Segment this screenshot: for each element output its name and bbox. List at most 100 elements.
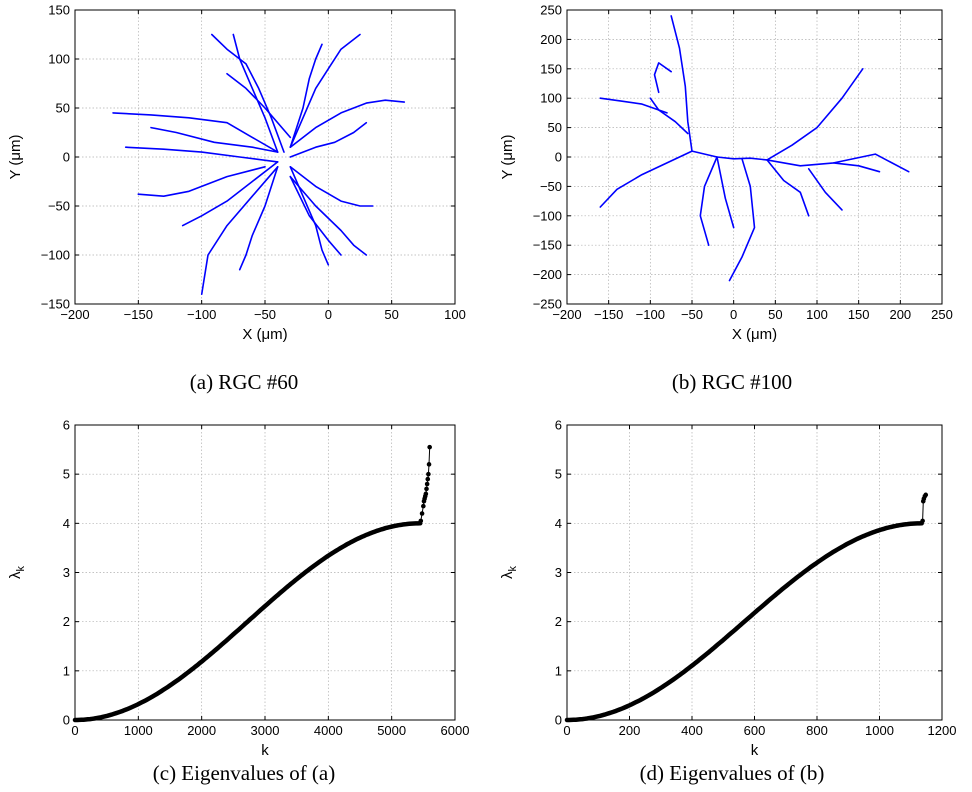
x-tick-label: −150 [124,307,153,322]
y-tick-label: 250 [540,3,562,18]
dendrite-branch [728,158,756,282]
y-tick-label: 50 [56,101,70,116]
eigenvalue-point [920,518,925,524]
dendrite-branch [649,97,689,135]
y-tick-label: 0 [555,150,562,165]
caption-b: (b) RGC #100 [672,370,792,394]
dendrite-branch [112,112,279,153]
dendrite-branch [232,33,279,153]
dendrite-branch [137,166,266,197]
x-tick-label: −150 [594,307,623,322]
dendrite-branch [599,150,693,208]
caption-c: (c) Eigenvalues of (a) [153,761,336,785]
panel-rgc60: −200 −150 −100 −50 0 50 100−150−100−5005010015… [7,3,466,344]
y-axis-label: λk [7,566,27,580]
y-tick-label: 150 [540,61,562,76]
x-tick-label: 800 [806,723,828,738]
dendrite-branch [807,168,843,211]
x-tick-label: 6000 [441,723,470,738]
eigenvalue-point [426,462,432,467]
dendrite-branch [691,150,768,161]
y-tick-label: 4 [555,516,562,531]
dendrite-branch [238,166,279,271]
x-tick-label: 200 [889,307,911,322]
dendrite-branch [150,126,279,153]
x-tick-label: 3000 [251,723,280,738]
y-tick-label: 2 [63,614,70,629]
dendrite-branch [653,62,672,94]
eigenvalue-point [418,518,424,524]
y-axis-label: λk [499,566,519,580]
y-tick-label: 0 [555,713,562,728]
x-tick-label: −200 [60,307,89,322]
eigenvalue-point [426,471,431,477]
y-tick-label: −50 [540,179,562,194]
x-tick-label: 400 [681,723,703,738]
eigenvalue-point [424,486,429,492]
eigenvalue-point [424,481,430,487]
eigenvalue-point [923,492,929,498]
y-tick-label: 100 [48,52,70,67]
y-tick-label: 100 [540,91,562,106]
y-tick-label: 4 [63,516,70,531]
y-tick-label: 200 [540,32,562,47]
x-tick-label: 150 [848,307,870,322]
dendrite-branch [289,43,323,148]
x-tick-label: 2000 [187,723,216,738]
y-tick-label: −100 [41,248,70,263]
x-tick-label: −200 [552,307,581,322]
y-tick-label: 1 [63,663,70,678]
x-axis-label: k [751,742,759,759]
dendrite-branch [200,166,279,295]
dendrite-branch [211,33,285,153]
eigenvalue-point [425,476,431,482]
eigenvalue-point [421,503,426,509]
y-tick-label: 1 [555,663,562,678]
eigenvalue-curve [72,521,423,723]
y-tick-label: −50 [48,199,70,214]
x-tick-label: −100 [187,307,216,322]
eigenvalue-point [423,491,429,497]
x-axis-label: X (μm) [732,326,777,343]
dendrite-branch [699,156,718,246]
dendrite-branch [181,161,279,227]
dendrite-branch [716,156,735,229]
dendrite-branch [289,121,368,158]
x-tick-label: 0 [325,307,332,322]
dendrite-branch [289,175,368,256]
x-tick-label: −50 [681,307,703,322]
x-tick-label: 250 [931,307,953,322]
eigenvalue-curve [564,521,924,723]
y-tick-label: 0 [63,713,70,728]
dendrite-branch [670,15,693,152]
x-tick-label: 600 [744,723,766,738]
panel-rgc100: −200 −150 −100 −50 0 50 100 150 200 250−250−200−1… [499,3,953,344]
x-tick-label: −100 [636,307,665,322]
x-tick-label: 50 [384,307,398,322]
y-axis-label: Y (μm) [499,134,516,179]
dendrite-branch [124,146,279,163]
y-tick-label: −150 [41,297,70,312]
y-tick-label: −150 [533,238,562,253]
panel-eigenvalues-a: 0 1000 2000 3000 4000 5000 6000 0 1 2 3 4 5 6 k λk [7,418,469,760]
dendrite-branch [289,33,361,148]
dendrite-branch [289,99,406,148]
panel-eigenvalues-b: 0 200 400 600 800 1000 1200 0 1 2 3 4 5 6 k λk [499,418,956,760]
x-tick-label: 0 [71,723,78,738]
x-tick-label: 100 [806,307,828,322]
y-axis-label: Y (μm) [7,134,24,179]
y-tick-label: 5 [63,467,70,482]
y-tick-label: 5 [555,467,562,482]
x-tick-label: 200 [619,723,641,738]
y-tick-label: −100 [533,208,562,223]
caption-a: (a) RGC #60 [190,370,299,394]
eigenvalue-point [419,511,425,516]
dendrite-branch [289,175,342,256]
dendrite-branch [289,166,374,207]
x-tick-label: 1200 [928,723,957,738]
y-tick-label: 2 [555,614,562,629]
y-tick-label: 3 [63,565,70,580]
y-tick-label: −250 [533,297,562,312]
y-tick-label: 50 [548,120,562,135]
